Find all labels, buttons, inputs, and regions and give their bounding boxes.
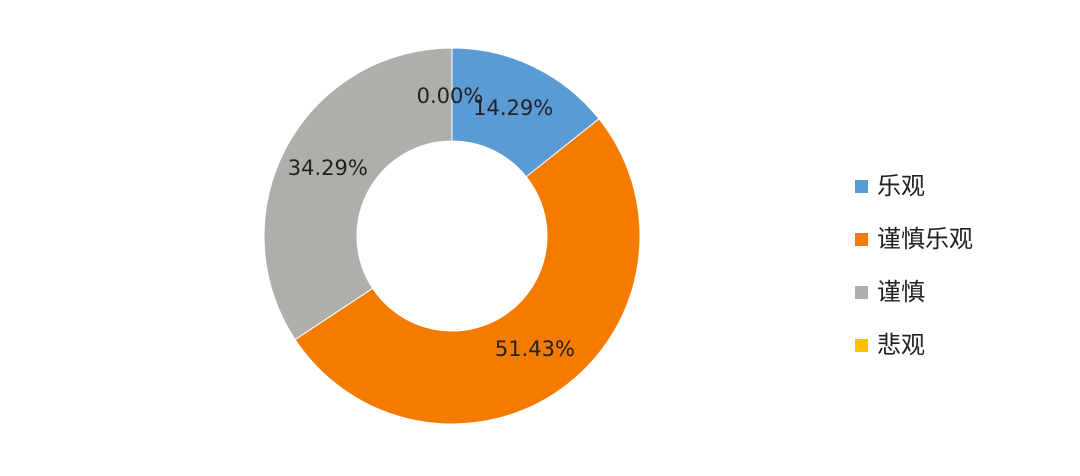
legend-swatch <box>855 339 868 352</box>
legend-label: 谨慎乐观 <box>877 225 973 253</box>
legend-swatch <box>855 286 868 299</box>
data-label: 51.43% <box>495 337 575 361</box>
legend-label: 谨慎 <box>877 278 925 306</box>
legend-label: 悲观 <box>877 331 925 359</box>
data-label: 0.00% <box>417 84 484 108</box>
legend-swatch <box>855 180 868 193</box>
donut-slice <box>263 47 453 341</box>
legend-label: 乐观 <box>877 172 925 200</box>
data-label: 34.29% <box>288 156 368 180</box>
donut-slice <box>294 118 641 425</box>
data-label: 14.29% <box>473 96 553 120</box>
legend-swatch <box>855 233 868 246</box>
